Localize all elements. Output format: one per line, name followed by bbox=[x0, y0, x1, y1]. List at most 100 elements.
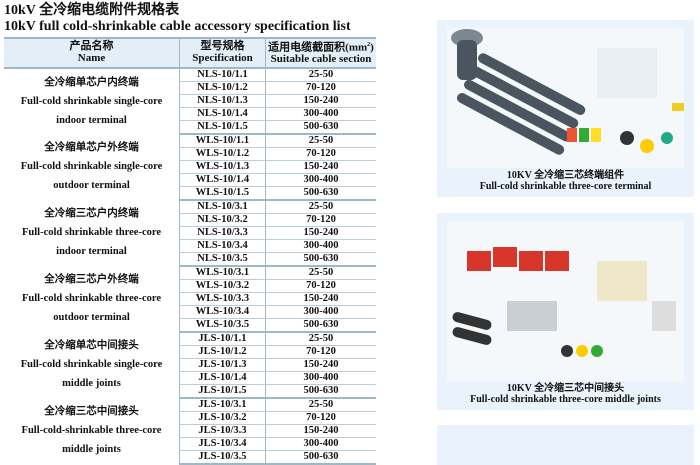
section-cell: 300-400 bbox=[265, 305, 376, 319]
specification-cell: JLS-10/3.1 bbox=[179, 397, 266, 412]
section-cell: 150-240 bbox=[265, 160, 376, 174]
product-name: 全冷缩单芯户外终端 Full-cold shrinkable single-cor… bbox=[20, 142, 163, 192]
table-row: WLS-10/1.4 300-400 bbox=[4, 173, 376, 187]
table-row: JLS-10/1.2 70-120 bbox=[4, 345, 376, 359]
section-cell: 25-50 bbox=[265, 265, 376, 280]
section-cell: 300-400 bbox=[265, 239, 376, 253]
title-english: 10kV full cold-shrinkable cable accessor… bbox=[4, 19, 351, 34]
table-row: NLS-10/3.3 150-240 bbox=[4, 226, 376, 240]
table-row: 全冷缩单芯户内终端 Full-cold shrinkable single-cor… bbox=[4, 67, 376, 126]
section-cell: 70-120 bbox=[265, 213, 376, 227]
table-row: JLS-10/1.3 150-240 bbox=[4, 358, 376, 372]
table-row: WLS-10/1.3 150-240 bbox=[4, 160, 376, 174]
product-name: 全冷缩三芯户外终端 Full-cold shrinkable three-core… bbox=[21, 274, 162, 324]
product-name: 全冷缩三芯户内终端 Full-cold shrinkable three-core… bbox=[21, 208, 162, 258]
section-cell: 70-120 bbox=[265, 345, 376, 359]
table-row: WLS-10/3.4 300-400 bbox=[4, 305, 376, 319]
table-row: JLS-10/1.4 300-400 bbox=[4, 371, 376, 385]
section-cell: 150-240 bbox=[265, 226, 376, 240]
table-row: NLS-10/1.4 300-400 bbox=[4, 107, 376, 121]
specification-cell: WLS-10/1.4 bbox=[179, 173, 266, 187]
specification-cell: WLS-10/3.4 bbox=[179, 305, 266, 319]
header-spec: 型号规格 Specification bbox=[179, 37, 266, 69]
specification-cell: NLS-10/1.4 bbox=[179, 107, 266, 121]
section-cell: 70-120 bbox=[265, 81, 376, 95]
table-row: WLS-10/3.2 70-120 bbox=[4, 279, 376, 293]
table-row: NLS-10/3.2 70-120 bbox=[4, 213, 376, 227]
specification-cell: NLS-10/1.3 bbox=[179, 94, 266, 108]
caption-en: Full-cold shrinkable three-core middle j… bbox=[470, 394, 661, 405]
section-cell: 70-120 bbox=[265, 147, 376, 161]
specification-cell: WLS-10/1.2 bbox=[179, 147, 266, 161]
section-cell: 25-50 bbox=[265, 133, 376, 148]
section-cell: 300-400 bbox=[265, 437, 376, 451]
section-cell: 150-240 bbox=[265, 424, 376, 438]
specification-cell: JLS-10/1.2 bbox=[179, 345, 266, 359]
section-cell: 300-400 bbox=[265, 107, 376, 121]
table-row: JLS-10/3.3 150-240 bbox=[4, 424, 376, 438]
table-row: 全冷缩三芯中间接头 Full-cold-shrinkable three-core… bbox=[4, 397, 376, 455]
table-row: NLS-10/1.5 500-630 bbox=[4, 120, 376, 135]
section-cell: 500-630 bbox=[265, 120, 376, 135]
caption-cn: 10KV 全冷缩三芯终端组件 bbox=[506, 170, 625, 181]
table-row: JLS-10/3.2 70-120 bbox=[4, 411, 376, 425]
specification-cell: JLS-10/3.2 bbox=[179, 411, 266, 425]
section-cell: 500-630 bbox=[265, 252, 376, 267]
table-row: NLS-10/3.4 300-400 bbox=[4, 239, 376, 253]
product-name: 全冷缩单芯户内终端 Full-cold shrinkable single-cor… bbox=[20, 76, 163, 126]
section-cell: 300-400 bbox=[265, 371, 376, 385]
specification-cell: NLS-10/1.2 bbox=[179, 81, 266, 95]
section-cell: 70-120 bbox=[265, 411, 376, 425]
caption-cn: 10KV 全冷缩三芯中间接头 bbox=[506, 383, 625, 394]
specification-cell: WLS-10/1.1 bbox=[179, 133, 266, 148]
section-cell: 300-400 bbox=[265, 173, 376, 187]
table-row: NLS-10/1.2 70-120 bbox=[4, 81, 376, 95]
specification-cell: WLS-10/3.2 bbox=[179, 279, 266, 293]
specification-cell: NLS-10/3.1 bbox=[179, 199, 266, 214]
header-section: 适用电缆截面积(mm2) Suitable cable section bbox=[265, 37, 376, 69]
specification-cell: NLS-10/3.3 bbox=[179, 226, 266, 240]
table-row: JLS-10/3.4 300-400 bbox=[4, 437, 376, 451]
specification-cell: WLS-10/3.1 bbox=[179, 265, 266, 280]
section-cell: 150-240 bbox=[265, 358, 376, 372]
title-chinese: 10kV 全冷缩电缆附件规格表 bbox=[4, 3, 180, 18]
section-cell: 25-50 bbox=[265, 331, 376, 346]
section-cell: 25-50 bbox=[265, 67, 376, 82]
table-row: JLS-10/1.5 500-630 bbox=[4, 384, 376, 399]
specification-cell: JLS-10/3.5 bbox=[179, 450, 266, 465]
specification-cell: NLS-10/3.4 bbox=[179, 239, 266, 253]
specification-cell: JLS-10/1.1 bbox=[179, 331, 266, 346]
header-name: 产品名称 Name bbox=[4, 37, 180, 69]
section-cell: 500-630 bbox=[265, 318, 376, 333]
specification-cell: JLS-10/1.3 bbox=[179, 358, 266, 372]
spec-table: 产品名称 Name 型号规格 Specification 适用电缆截面积(mm2) S… bbox=[4, 37, 376, 465]
table-row: WLS-10/3.3 150-240 bbox=[4, 292, 376, 306]
product-panel-terminal: 10KV 全冷缩三芯终端组件 Full-cold shrinkable thre… bbox=[437, 20, 694, 197]
terminal-kit-photo bbox=[447, 28, 684, 168]
specification-cell: NLS-10/1.1 bbox=[179, 67, 266, 82]
specification-cell: NLS-10/3.2 bbox=[179, 213, 266, 227]
section-cell: 500-630 bbox=[265, 450, 376, 465]
section-cell: 25-50 bbox=[265, 397, 376, 412]
product-name: 全冷缩单芯中间接头 Full-cold shrinkable single-cor… bbox=[20, 340, 163, 390]
table-row: NLS-10/1.3 150-240 bbox=[4, 94, 376, 108]
section-cell: 25-50 bbox=[265, 199, 376, 214]
specification-cell: WLS-10/1.5 bbox=[179, 186, 266, 201]
table-row: 全冷缩三芯户外终端 Full-cold shrinkable three-core… bbox=[4, 265, 376, 323]
table-row: 全冷缩三芯户内终端 Full-cold shrinkable three-core… bbox=[4, 199, 376, 257]
section-cell: 500-630 bbox=[265, 186, 376, 201]
table-row: WLS-10/1.5 500-630 bbox=[4, 186, 376, 201]
section-cell: 70-120 bbox=[265, 279, 376, 293]
table-row: WLS-10/3.5 500-630 bbox=[4, 318, 376, 333]
product-name: 全冷缩三芯中间接头 Full-cold-shrinkable three-core… bbox=[21, 406, 162, 456]
specification-cell: JLS-10/3.3 bbox=[179, 424, 266, 438]
specification-cell: WLS-10/1.3 bbox=[179, 160, 266, 174]
table-row: NLS-10/3.5 500-630 bbox=[4, 252, 376, 267]
table-row: 全冷缩单芯户外终端 Full-cold shrinkable single-cor… bbox=[4, 133, 376, 191]
joint-kit-photo bbox=[447, 221, 684, 381]
section-cell: 500-630 bbox=[265, 384, 376, 399]
specification-cell: WLS-10/3.5 bbox=[179, 318, 266, 333]
specification-cell: WLS-10/3.3 bbox=[179, 292, 266, 306]
table-row: WLS-10/1.2 70-120 bbox=[4, 147, 376, 161]
product-panel-partial bbox=[437, 425, 694, 465]
